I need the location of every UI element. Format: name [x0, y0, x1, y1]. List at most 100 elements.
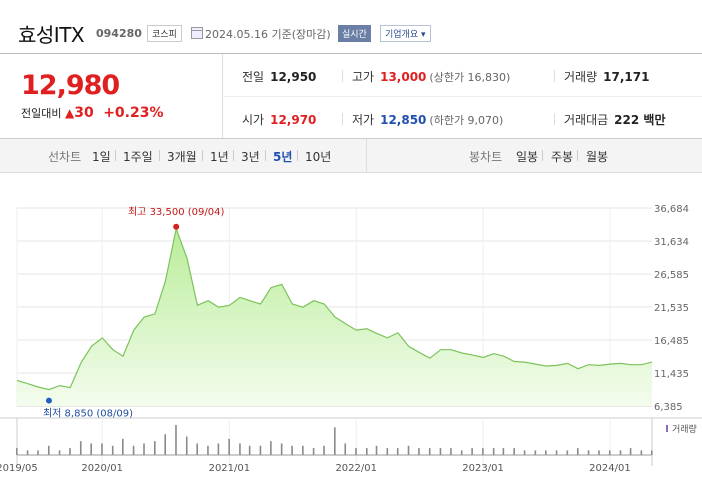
- volume-bar: [396, 448, 399, 455]
- y-tick-label: 36,684: [654, 204, 689, 215]
- company-overview-button[interactable]: 기업개요 ▾: [380, 25, 431, 42]
- volume-legend-swatch: [666, 425, 668, 432]
- divider: [202, 150, 203, 161]
- quote-grid: 전일 12,950 고가 13,000 (상한가 16,830) 거래량 17,171 …: [222, 54, 702, 138]
- volume-bar: [153, 441, 156, 455]
- tab-5y[interactable]: 5년: [273, 150, 293, 164]
- x-tick-label: 2020/01: [81, 463, 123, 474]
- volume-bar: [143, 443, 145, 455]
- max-point-marker: [173, 223, 180, 230]
- volume-bar: [122, 438, 124, 455]
- volume-value: 17,171: [603, 70, 650, 84]
- volume-bar: [58, 450, 61, 455]
- volume-bar: [259, 445, 262, 455]
- tab-1w[interactable]: 1주일: [123, 150, 153, 164]
- volume-bar: [523, 450, 526, 455]
- divider: [542, 150, 543, 161]
- volume-bar: [16, 448, 18, 455]
- y-axis-labels: 36,684 31,634 26,585 21,535 16,485 11,435 6,38…: [654, 204, 689, 413]
- tab-1d[interactable]: 1일: [92, 150, 111, 164]
- volume-bar: [270, 441, 272, 455]
- x-axis-labels: 2019/05 2020/01 2021/01 2022/01 2023/01 2024/…: [0, 463, 631, 474]
- y-tick-label: 26,585: [654, 270, 689, 281]
- volume-bar: [471, 448, 473, 455]
- low-value: 12,850: [380, 113, 427, 127]
- volume-bar: [460, 450, 463, 455]
- volume-bar: [37, 450, 39, 455]
- volume-bar: [302, 445, 304, 455]
- divider: [366, 139, 367, 172]
- volume-bar: [544, 450, 547, 455]
- volume-bar: [280, 443, 283, 455]
- open-value: 12,970: [270, 113, 317, 127]
- volume-bar: [334, 427, 336, 455]
- realtime-button[interactable]: 실시간: [338, 25, 371, 42]
- volume-bar: [450, 448, 452, 455]
- candle-chart-label: 봉차트: [469, 150, 503, 164]
- tab-daily[interactable]: 일봉: [516, 150, 539, 164]
- low-price: 저가 12,850 (하한가 9,070): [352, 111, 503, 128]
- volume-bar: [418, 448, 420, 455]
- volume-bar: [239, 443, 241, 455]
- volume-bar: [101, 443, 103, 455]
- divider: [342, 113, 343, 125]
- volume-bar: [217, 443, 220, 455]
- chart-period-tabs: 선차트 1일 1주일 3개월 1년 3년 5년 10년 봉차트 일봉 주봉 월봉: [0, 138, 702, 173]
- tab-weekly[interactable]: 주봉: [551, 150, 574, 164]
- volume-bars: [16, 425, 653, 455]
- company-overview-label: 기업개요: [385, 30, 419, 40]
- volume-bar: [47, 445, 50, 455]
- x-tick-label: 2024/01: [589, 463, 631, 474]
- volume-bar: [164, 434, 167, 455]
- tab-3m[interactable]: 3개월: [167, 150, 197, 164]
- divider: [222, 96, 702, 97]
- volume-label: 거래량: [564, 70, 598, 84]
- amount-label: 거래대금: [564, 113, 609, 127]
- volume-bar: [375, 445, 378, 455]
- current-price: 12,980: [21, 70, 120, 101]
- line-chart-label: 선차트: [48, 150, 82, 164]
- y-tick-label: 11,435: [654, 369, 689, 380]
- volume-bar: [629, 448, 632, 455]
- volume-bar: [619, 450, 622, 455]
- volume-bar: [79, 441, 82, 455]
- divider: [159, 150, 160, 161]
- volume-bar: [566, 450, 569, 455]
- x-tick-label: 2019/05: [0, 463, 38, 474]
- x-tick-label: 2022/01: [335, 463, 377, 474]
- up-arrow-icon: ▲: [64, 106, 75, 120]
- min-annotation: 최저 8,850 (08/09): [43, 408, 133, 420]
- volume-bar: [555, 450, 558, 455]
- tab-1y[interactable]: 1년: [210, 150, 229, 164]
- volume-legend-label: 거래량: [672, 423, 697, 435]
- volume-bar: [312, 448, 315, 455]
- volume-bar: [640, 450, 643, 455]
- tab-monthly[interactable]: 월봉: [586, 150, 609, 164]
- divider: [554, 113, 555, 125]
- change-value: 30: [74, 105, 94, 121]
- volume-bar: [576, 448, 579, 455]
- amount-value: 222 백만: [614, 113, 666, 127]
- divider: [0, 53, 702, 54]
- divider: [233, 150, 234, 161]
- prev-close-label: 전일: [242, 70, 265, 84]
- volume-bar: [185, 436, 188, 455]
- price-chart: 36,684 31,634 26,585 21,535 16,485 11,435 6,38…: [0, 190, 702, 489]
- volume-bar: [132, 445, 135, 455]
- y-tick-label: 31,634: [654, 237, 689, 248]
- volume-bar: [513, 448, 515, 455]
- volume-bar: [428, 448, 431, 455]
- y-tick-label: 6,385: [654, 402, 683, 413]
- lower-limit: (하한가 9,070): [429, 114, 504, 127]
- high-label: 고가: [352, 70, 375, 84]
- volume-bar: [608, 450, 611, 455]
- volume-bar: [365, 448, 368, 455]
- volume-bar: [344, 443, 347, 455]
- prev-close: 전일 12,950: [242, 68, 316, 85]
- divider: [265, 150, 266, 161]
- price-line: [16, 226, 653, 391]
- tab-10y[interactable]: 10년: [305, 150, 332, 164]
- tab-3y[interactable]: 3년: [241, 150, 260, 164]
- volume-bar: [111, 445, 114, 455]
- volume-bar: [482, 448, 484, 455]
